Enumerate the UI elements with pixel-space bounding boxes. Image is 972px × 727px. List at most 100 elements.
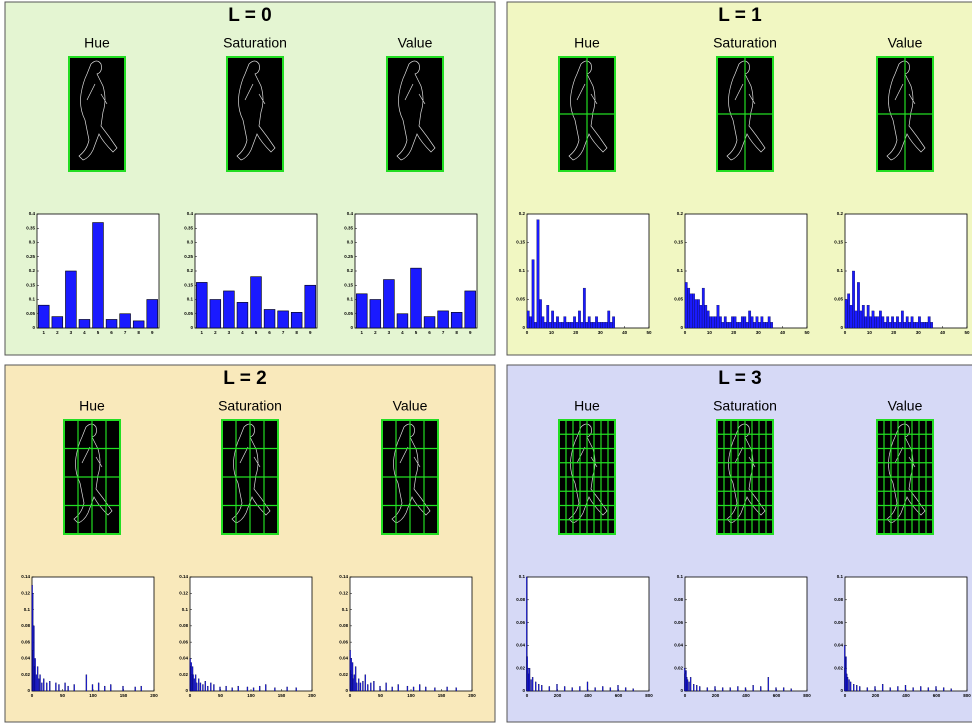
bar	[882, 684, 883, 691]
bar	[40, 675, 41, 691]
bar	[354, 675, 355, 691]
y-tick-label: 0.25	[26, 254, 35, 259]
y-tick-label: 0.1	[677, 574, 684, 579]
bar	[586, 322, 588, 328]
bar	[850, 305, 852, 328]
bar	[700, 305, 702, 328]
bar	[425, 687, 426, 691]
bar	[253, 688, 254, 691]
bar	[693, 684, 694, 691]
bar	[714, 317, 716, 328]
panel-title: L = 0	[228, 5, 271, 26]
y-tick-label: 0.06	[516, 620, 525, 625]
bar	[465, 291, 476, 328]
bar	[287, 687, 288, 691]
bar	[689, 682, 690, 691]
bar	[884, 322, 886, 328]
bar	[52, 317, 63, 328]
y-tick-label: 0.15	[344, 282, 353, 287]
bar	[451, 312, 462, 328]
bar	[776, 688, 777, 691]
bar	[610, 688, 611, 691]
bar	[913, 322, 915, 328]
x-tick-label: 400	[902, 693, 910, 698]
bar	[791, 689, 792, 691]
y-tick-label: 0.1	[347, 297, 354, 302]
bar	[709, 317, 711, 328]
bar	[695, 300, 697, 329]
bar	[758, 322, 760, 328]
x-tick-label: 600	[773, 693, 781, 698]
bar	[877, 317, 879, 328]
y-tick-label: 0.2	[677, 211, 684, 216]
bar	[610, 322, 612, 328]
column-label: Saturation	[713, 35, 777, 51]
bar	[123, 686, 124, 691]
plot-area	[685, 577, 807, 691]
bar	[557, 684, 558, 691]
y-tick-label: 0.06	[339, 639, 348, 644]
bar	[849, 680, 850, 691]
bar	[537, 220, 539, 328]
bar	[571, 322, 573, 328]
y-tick-label: 0.02	[834, 665, 843, 670]
x-tick-label: 20	[891, 330, 897, 335]
bar	[905, 685, 906, 691]
y-tick-label: 0.06	[179, 639, 188, 644]
x-tick-label: 10	[549, 330, 555, 335]
bar	[687, 288, 689, 328]
y-tick-label: 0.04	[516, 643, 525, 648]
bar	[527, 311, 529, 328]
column-label: Saturation	[713, 398, 777, 414]
bar	[355, 667, 356, 691]
bar	[904, 322, 906, 328]
bar	[566, 322, 568, 328]
y-tick-label: 0.06	[674, 620, 683, 625]
bar	[370, 300, 381, 329]
bar	[98, 683, 99, 691]
x-tick-label: 200	[872, 693, 880, 698]
bar	[707, 311, 709, 328]
bar	[602, 686, 603, 691]
bar	[899, 322, 901, 328]
bar	[618, 685, 619, 691]
y-tick-label: 0.02	[21, 672, 30, 677]
bar	[79, 319, 90, 328]
bar	[541, 685, 542, 691]
bar	[889, 322, 891, 328]
bar	[872, 311, 874, 328]
y-tick-label: 0.08	[834, 597, 843, 602]
column-label: Hue	[574, 398, 600, 414]
y-tick-label: 0.1	[24, 607, 31, 612]
bar	[753, 685, 754, 691]
bar	[867, 688, 868, 691]
x-tick-label: 800	[645, 693, 653, 698]
x-tick-label: 800	[963, 693, 971, 698]
bar	[783, 688, 784, 691]
bar	[921, 322, 923, 328]
bar	[722, 322, 724, 328]
bar	[890, 688, 891, 691]
bar	[65, 683, 66, 691]
bar	[438, 311, 449, 328]
x-tick-label: 200	[150, 693, 158, 698]
bar	[43, 679, 44, 691]
bar	[745, 688, 746, 691]
y-tick-label: 0.2	[837, 211, 844, 216]
bar	[699, 686, 700, 691]
bar	[856, 685, 857, 691]
bar	[547, 305, 549, 328]
bar	[590, 322, 592, 328]
y-tick-label: 0.1	[837, 268, 844, 273]
y-tick-label: 0.04	[834, 643, 843, 648]
bar	[356, 294, 367, 328]
x-tick-label: 30	[916, 330, 922, 335]
bar	[603, 322, 605, 328]
bar	[719, 317, 721, 328]
bar	[928, 688, 929, 691]
y-tick-label: 0.02	[339, 672, 348, 677]
x-tick-label: 10	[867, 330, 873, 335]
bar	[923, 322, 925, 328]
bar	[697, 300, 699, 329]
bar	[862, 305, 864, 328]
